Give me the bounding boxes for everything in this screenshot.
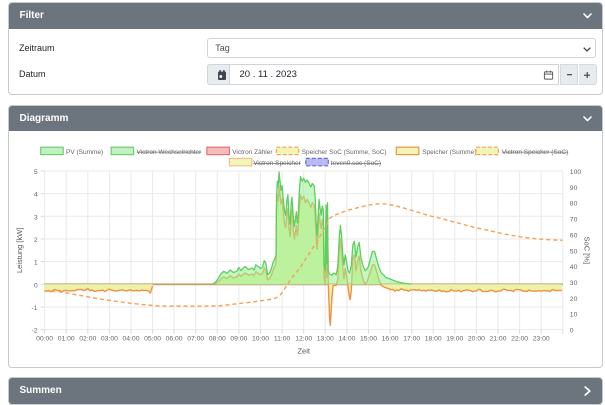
svg-text:30: 30: [570, 280, 578, 287]
svg-text:12:00: 12:00: [295, 336, 312, 343]
svg-text:100: 100: [570, 169, 582, 176]
svg-text:23:00: 23:00: [533, 336, 550, 343]
svg-text:20:00: 20:00: [468, 336, 485, 343]
svg-text:04:00: 04:00: [122, 336, 139, 343]
svg-text:Victron Wechselrichter: Victron Wechselrichter: [137, 149, 203, 156]
svg-text:17:00: 17:00: [403, 336, 420, 343]
svg-text:60: 60: [570, 232, 578, 239]
svg-text:05:00: 05:00: [144, 336, 161, 343]
svg-text:50: 50: [570, 248, 578, 255]
svg-text:40: 40: [570, 264, 578, 271]
svg-text:90: 90: [570, 185, 578, 192]
svg-text:-1: -1: [32, 305, 38, 312]
svg-text:teven0.soc (SoC): teven0.soc (SoC): [331, 160, 381, 167]
svg-text:07:00: 07:00: [187, 336, 204, 343]
svg-text:22:00: 22:00: [511, 336, 528, 343]
svg-text:Victron Speicher (SoC): Victron Speicher (SoC): [502, 149, 568, 156]
svg-text:01:00: 01:00: [58, 336, 75, 343]
svg-text:00:00: 00:00: [36, 336, 53, 343]
svg-text:08:00: 08:00: [209, 336, 226, 343]
svg-text:SoC [%]: SoC [%]: [583, 237, 592, 265]
svg-text:-2: -2: [32, 328, 38, 335]
svg-text:70: 70: [570, 217, 578, 224]
svg-text:16:00: 16:00: [382, 336, 399, 343]
svg-text:Victron Speicher: Victron Speicher: [253, 160, 301, 167]
svg-text:20: 20: [570, 296, 578, 303]
svg-text:0: 0: [34, 282, 38, 289]
svg-text:Speicher SoC (Summe, SoC): Speicher SoC (Summe, SoC): [302, 149, 387, 156]
svg-text:Zeit: Zeit: [297, 347, 310, 356]
svg-text:09:00: 09:00: [230, 336, 247, 343]
svg-text:03:00: 03:00: [101, 336, 118, 343]
svg-text:4: 4: [34, 192, 38, 199]
svg-text:Victron Zähler: Victron Zähler: [232, 149, 273, 156]
svg-text:3: 3: [34, 214, 38, 221]
svg-text:10:00: 10:00: [252, 336, 269, 343]
svg-text:19:00: 19:00: [446, 336, 463, 343]
svg-text:Leistung [kW]: Leistung [kW]: [15, 228, 24, 273]
svg-text:80: 80: [570, 201, 578, 208]
svg-text:11:00: 11:00: [274, 336, 291, 343]
svg-text:1: 1: [34, 260, 38, 267]
svg-text:10: 10: [570, 312, 578, 319]
svg-text:2: 2: [34, 237, 38, 244]
svg-text:13:00: 13:00: [317, 336, 334, 343]
svg-text:21:00: 21:00: [489, 336, 506, 343]
svg-text:0: 0: [570, 328, 574, 335]
svg-text:5: 5: [34, 169, 38, 176]
svg-text:18:00: 18:00: [425, 336, 442, 343]
svg-text:PV (Summe): PV (Summe): [66, 149, 103, 156]
svg-text:Speicher (Summe): Speicher (Summe): [422, 149, 476, 156]
svg-text:02:00: 02:00: [79, 336, 96, 343]
svg-text:14:00: 14:00: [338, 336, 355, 343]
svg-text:15:00: 15:00: [360, 336, 377, 343]
svg-text:06:00: 06:00: [166, 336, 183, 343]
